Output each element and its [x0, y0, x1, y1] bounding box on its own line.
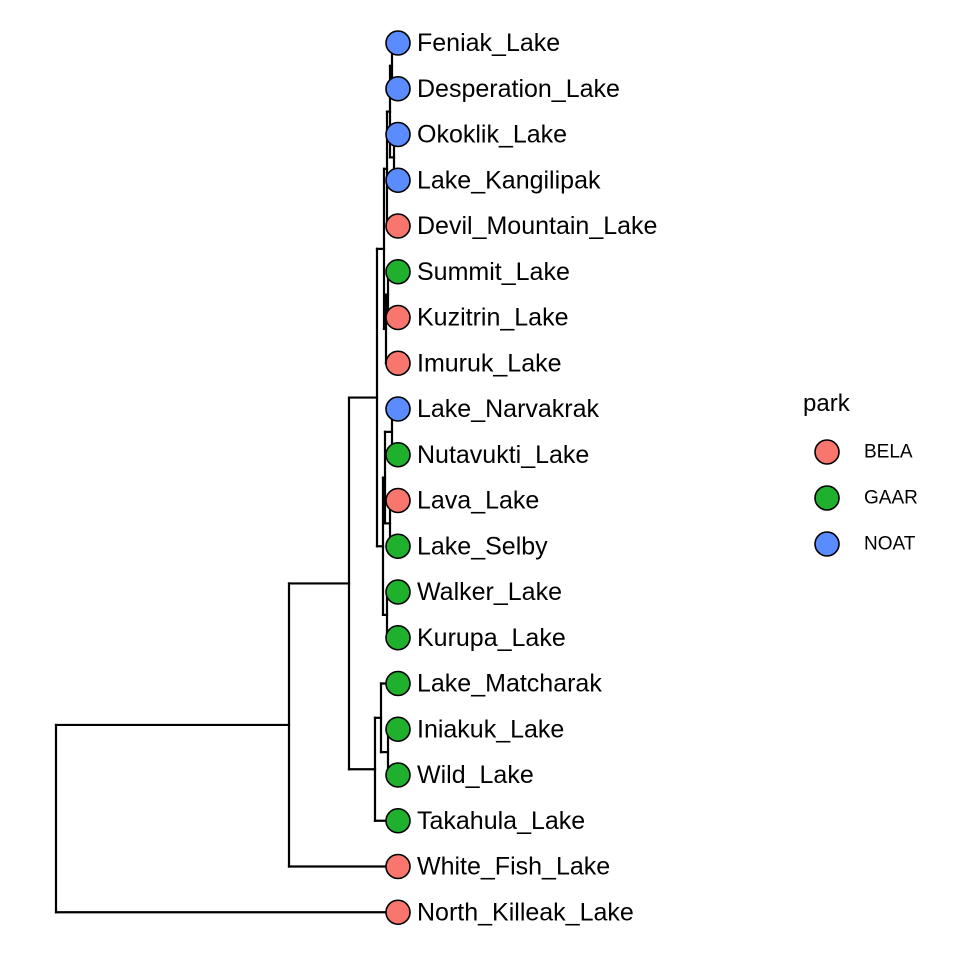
tip-point	[385, 899, 411, 926]
tip-point	[385, 579, 411, 605]
tip-label: Iniakuk_Lake	[417, 715, 564, 743]
tip-label: Devil_Mountain_Lake	[417, 212, 657, 240]
legend-item: NOAT	[814, 531, 916, 557]
legend: park BELA GAAR NOAT	[803, 390, 918, 557]
tip: Lava_Lake	[385, 487, 539, 515]
tip-point	[385, 213, 411, 239]
tip-label: Walker_Lake	[417, 578, 562, 606]
tip-point	[385, 396, 411, 422]
tip: Walker_Lake	[385, 578, 562, 606]
tip-label: Lake_Matcharak	[417, 670, 602, 698]
legend-key	[814, 531, 840, 557]
tip-label: Lava_Lake	[417, 487, 539, 515]
tip-point	[385, 167, 411, 194]
tip: Kurupa_Lake	[385, 624, 566, 652]
tip-label: Takahula_Lake	[417, 807, 585, 835]
legend-label: BELA	[864, 442, 913, 463]
tip-point	[385, 487, 411, 514]
tip-label: Kuzitrin_Lake	[417, 304, 568, 332]
tip-label: Nutavukti_Lake	[417, 441, 589, 469]
legend-key	[814, 485, 840, 511]
tip-point	[385, 304, 411, 331]
tip-point	[385, 441, 411, 468]
tip-point	[385, 762, 411, 788]
tip: Okoklik_Lake	[385, 121, 567, 149]
tip-point	[385, 258, 411, 285]
tip: White_Fish_Lake	[385, 853, 610, 881]
tip: Nutavukti_Lake	[385, 441, 589, 469]
tip-label: Summit_Lake	[417, 258, 570, 286]
tip-label: White_Fish_Lake	[417, 853, 610, 881]
legend-key	[814, 439, 840, 465]
tip-label: Lake_Kangilipak	[417, 166, 601, 194]
tip: Summit_Lake	[385, 258, 570, 286]
legend-item: GAAR	[814, 485, 918, 511]
tip: Devil_Mountain_Lake	[385, 212, 657, 240]
tree-branches	[54, 41, 400, 914]
tip: Wild_Lake	[385, 761, 534, 789]
tip-point	[385, 624, 411, 651]
tip-point	[385, 807, 411, 834]
legend-label: NOAT	[864, 534, 916, 555]
tip-point	[385, 75, 411, 102]
tip-point	[385, 350, 411, 377]
tip: Imuruk_Lake	[385, 349, 562, 377]
tip: Lake_Matcharak	[385, 670, 602, 698]
tip: Lake_Selby	[385, 532, 548, 560]
tip-point	[385, 30, 411, 56]
tip: Iniakuk_Lake	[385, 715, 564, 743]
tip-label: Desperation_Lake	[417, 75, 620, 103]
tree-tips: Feniak_Lake Desperation_Lake Okoklik_Lake L…	[385, 29, 657, 926]
tip: Feniak_Lake	[385, 29, 560, 57]
tip: Lake_Narvakrak	[385, 395, 600, 423]
tip: Desperation_Lake	[385, 75, 620, 103]
tip-point	[385, 670, 411, 697]
tip-point	[385, 121, 411, 148]
tip-label: Kurupa_Lake	[417, 624, 566, 652]
tip: Lake_Kangilipak	[385, 166, 601, 194]
tip-point	[385, 853, 411, 880]
legend-item: BELA	[814, 439, 913, 465]
tip: Kuzitrin_Lake	[385, 304, 568, 332]
tip-label: Okoklik_Lake	[417, 121, 567, 149]
tip: Takahula_Lake	[385, 807, 585, 835]
tip-label: Lake_Selby	[417, 532, 548, 560]
tip-label: Imuruk_Lake	[417, 349, 562, 377]
tip-label: Wild_Lake	[417, 761, 534, 789]
legend-title: park	[803, 390, 851, 417]
tip-point	[385, 716, 411, 743]
tip-point	[385, 533, 411, 560]
legend-label: GAAR	[864, 488, 918, 509]
tip: North_Killeak_Lake	[385, 898, 634, 926]
tip-label: North_Killeak_Lake	[417, 898, 634, 926]
tip-label: Feniak_Lake	[417, 29, 560, 57]
tip-label: Lake_Narvakrak	[417, 395, 600, 423]
